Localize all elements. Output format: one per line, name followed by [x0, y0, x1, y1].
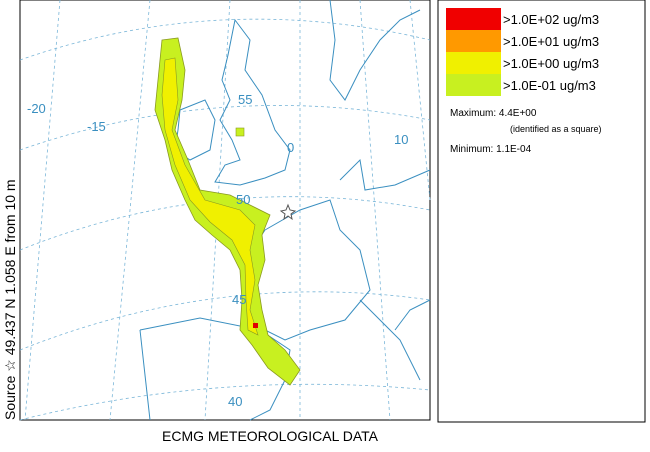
grid-label: 45 [232, 292, 246, 307]
coastlines [139, 0, 431, 421]
grid-label: -20 [27, 101, 46, 116]
source-star [279, 203, 297, 221]
legend-swatch [446, 30, 501, 52]
grid-label: 10 [394, 132, 408, 147]
legend-maximum-note: (identified as a square) [510, 124, 602, 134]
grid-label: 0 [287, 140, 294, 155]
legend-swatch [446, 52, 501, 74]
legend-entry: >1.0E+00 ug/m3 [503, 56, 599, 71]
legend-entry: >1.0E+02 ug/m3 [503, 12, 599, 27]
legend-entry: >1.0E+01 ug/m3 [503, 34, 599, 49]
legend-entry: >1.0E-01 ug/m3 [503, 78, 596, 93]
legend-top: (...) [445, 0, 462, 1]
legend-swatch [446, 74, 501, 96]
grid-label: 50 [236, 192, 250, 207]
graticule [19, 0, 431, 421]
legend-maximum: Maximum: 4.4E+00 [450, 108, 537, 119]
legend-swatch [446, 8, 501, 30]
grid-label: 55 [238, 92, 252, 107]
maximum-square [253, 323, 258, 328]
plume [154, 37, 301, 386]
grid-label: 40 [228, 394, 242, 409]
bottom-label: ECMG METEOROLOGICAL DATA [162, 428, 379, 444]
grid-label: -15 [87, 119, 106, 134]
grid-labels: -20 -15 55 0 10 50 45 40 [27, 92, 408, 409]
side-label: Source ☆ 49.437 N 1.058 E from 10 m [2, 179, 18, 420]
legend-minimum: Minimum: 1.1E-04 [450, 144, 532, 155]
